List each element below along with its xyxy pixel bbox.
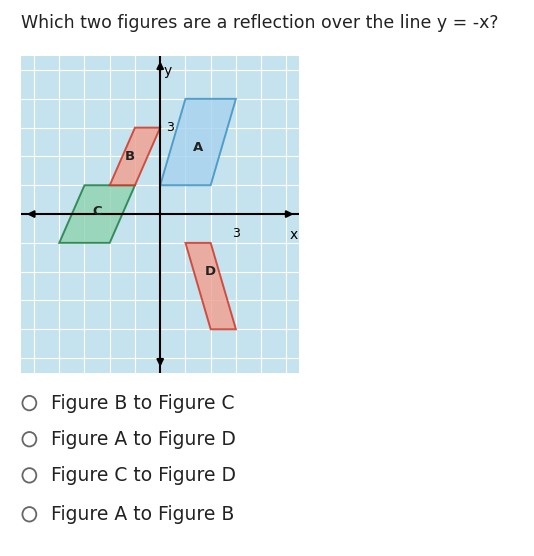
Text: x: x <box>290 229 298 242</box>
Text: Figure A to Figure D: Figure A to Figure D <box>51 430 235 449</box>
Text: Which two figures are a reflection over the line y = -x?: Which two figures are a reflection over … <box>21 14 499 32</box>
Polygon shape <box>59 185 135 243</box>
Text: C: C <box>92 205 102 218</box>
Text: 3: 3 <box>232 227 240 240</box>
Text: A: A <box>193 141 203 155</box>
Text: Figure B to Figure C: Figure B to Figure C <box>51 394 234 413</box>
Text: Figure A to Figure B: Figure A to Figure B <box>51 505 234 524</box>
Text: Figure C to Figure D: Figure C to Figure D <box>51 466 235 485</box>
Text: B: B <box>125 150 135 163</box>
Polygon shape <box>109 128 160 185</box>
Polygon shape <box>185 243 236 329</box>
Polygon shape <box>160 99 236 185</box>
Text: 3: 3 <box>167 121 175 134</box>
Text: D: D <box>205 265 216 278</box>
Text: y: y <box>163 64 172 78</box>
